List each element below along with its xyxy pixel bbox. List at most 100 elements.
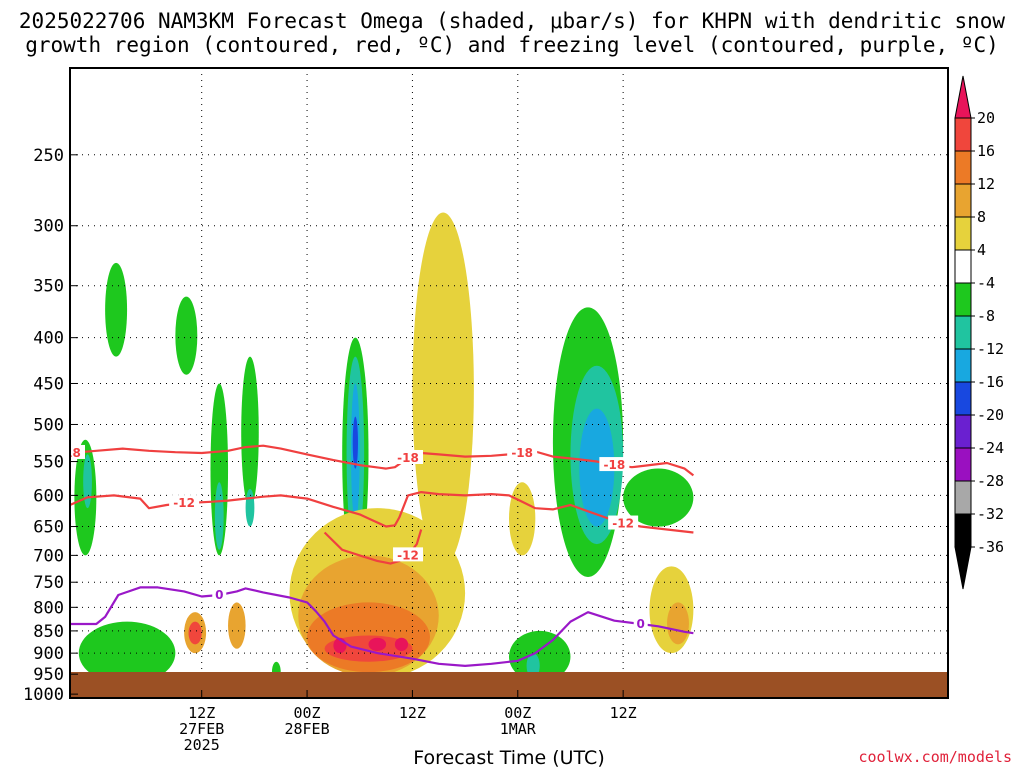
- y-tick-label-850: 850: [33, 622, 64, 642]
- x-tick-label-1-1: 28FEB: [284, 720, 329, 738]
- contour-label-bg-2-0: [393, 547, 424, 562]
- y-tick-label-800: 800: [33, 598, 64, 618]
- contour-label-bg-0-3: [599, 457, 630, 472]
- contour-label-0-2: -18: [511, 446, 533, 460]
- omega-region-17: [526, 653, 540, 679]
- colorbar-band-12: [954, 513, 972, 548]
- x-axis-title: Forecast Time (UTC): [413, 747, 604, 768]
- omega-shading: [74, 212, 694, 685]
- omega-region-4: [210, 383, 229, 556]
- contour-label-1-0: -12: [173, 496, 195, 510]
- y-tick-label-450: 450: [33, 374, 64, 394]
- colorbar-label-7: -12: [977, 340, 1004, 358]
- colorbar-label-10: -24: [977, 439, 1004, 457]
- x-tick-label-3-1: 1MAR: [500, 720, 537, 738]
- omega-region-21: [412, 212, 474, 567]
- y-tick-label-600: 600: [33, 486, 64, 506]
- omega-region-5: [214, 482, 224, 550]
- contour-label-0-3: -18: [604, 458, 626, 472]
- x-tick-label-0-0: 12Z: [188, 704, 215, 722]
- omega-region-7: [245, 488, 255, 527]
- colorbar-bottom-arrow: [954, 546, 972, 590]
- contour-label-bg-3-0: [212, 586, 227, 601]
- contour-lines: -18 -18 -18 -18 -12 -12 -12 0 0: [59, 444, 695, 667]
- y-tick-label-750: 750: [33, 573, 64, 593]
- x-tick-label-0-2: 2025: [184, 736, 220, 754]
- contour-label-bg-0-1: [393, 449, 424, 464]
- colorbar-label-4: 4: [977, 241, 986, 259]
- colorbar-label-9: -20: [977, 406, 1004, 424]
- contour-line-3: [70, 586, 694, 667]
- contour-label-2-0: -12: [397, 548, 419, 562]
- omega-region-2: [105, 262, 128, 357]
- omega-region-1: [83, 454, 92, 509]
- chart-title-line1: 2025022706 NAM3KM Forecast Omega (shaded…: [19, 9, 1006, 33]
- contour-label-bg-3-1: [633, 615, 648, 630]
- contour-label-3-1: 0: [637, 617, 645, 631]
- colorbar-band-5: [954, 282, 972, 317]
- y-tick-label-900: 900: [33, 644, 64, 664]
- colorbar-label-2: 12: [977, 175, 995, 193]
- omega-region-33: [667, 602, 689, 645]
- omega-region-11: [352, 416, 358, 469]
- colorbar-band-6: [954, 315, 972, 350]
- colorbar: 20 16 12 8 4 -4 -8 -12 -16 -20 -24 -28 -32 -36: [954, 75, 1004, 590]
- omega-region-30: [188, 621, 202, 645]
- omega-region-28: [394, 637, 409, 651]
- omega-region-31: [228, 602, 246, 649]
- omega-region-27: [368, 637, 387, 651]
- y-tick-label-950: 950: [33, 665, 64, 685]
- y-tick-label-350: 350: [33, 277, 64, 297]
- x-tick-label-4-0: 12Z: [610, 704, 637, 722]
- ground-terrain: [71, 672, 947, 697]
- colorbar-label-0: 20: [977, 109, 995, 127]
- y-tick-label-500: 500: [33, 415, 64, 435]
- x-tick-label-1-0: 00Z: [294, 704, 321, 722]
- colorbar-band-3: [954, 216, 972, 251]
- colorbar-label-5: -4: [977, 274, 995, 292]
- colorbar-band-2: [954, 183, 972, 218]
- colorbar-label-1: 16: [977, 142, 995, 160]
- y-tick-label-550: 550: [33, 453, 64, 473]
- colorbar-band-1: [954, 150, 972, 185]
- y-axis: 2503003504004505005506006507007508008509…: [23, 146, 78, 705]
- contour-label-1-1: -12: [612, 517, 634, 531]
- omega-region-15: [623, 468, 694, 527]
- omega-region-6: [241, 356, 259, 509]
- y-tick-label-1000: 1000: [23, 685, 64, 705]
- x-tick-label-3-0: 00Z: [504, 704, 531, 722]
- colorbar-label-12: -32: [977, 505, 1004, 523]
- contour-label-3-0: 0: [215, 588, 223, 602]
- omega-region-14: [579, 408, 615, 527]
- omega-region-16: [508, 630, 571, 683]
- colorbar-label-13: -36: [977, 538, 1004, 556]
- contour-label-0-1: -18: [397, 451, 419, 465]
- colorbar-label-11: -28: [977, 472, 1004, 490]
- omega-region-18: [78, 621, 176, 685]
- colorbar-band-10: [954, 447, 972, 482]
- colorbar-label-6: -8: [977, 307, 995, 325]
- colorbar-band-9: [954, 414, 972, 449]
- colorbar-band-4: [954, 249, 972, 284]
- plot-area: -18 -18 -18 -18 -12 -12 -12 0 0: [59, 67, 949, 699]
- colorbar-band-7: [954, 348, 972, 383]
- y-tick-label-400: 400: [33, 329, 64, 349]
- credit-text[interactable]: coolwx.com/models: [858, 748, 1012, 766]
- x-tick-label-2-0: 12Z: [399, 704, 426, 722]
- contour-label-0-0: -18: [59, 446, 81, 460]
- y-tick-label-250: 250: [33, 146, 64, 166]
- x-tick-label-0-1: 27FEB: [179, 720, 224, 738]
- chart-title-line2: growth region (contoured, red, ºC) and f…: [25, 33, 999, 57]
- y-tick-label-650: 650: [33, 518, 64, 538]
- colorbar-band-0: [954, 117, 972, 152]
- contour-label-bg-1-0: [169, 495, 200, 510]
- contour-label-bg-1-1: [608, 515, 639, 530]
- colorbar-band-11: [954, 480, 972, 515]
- contour-label-bg-0-0: [70, 444, 85, 459]
- omega-region-3: [175, 296, 198, 375]
- colorbar-band-8: [954, 381, 972, 416]
- colorbar-label-8: -16: [977, 373, 1004, 391]
- grid: [70, 68, 948, 698]
